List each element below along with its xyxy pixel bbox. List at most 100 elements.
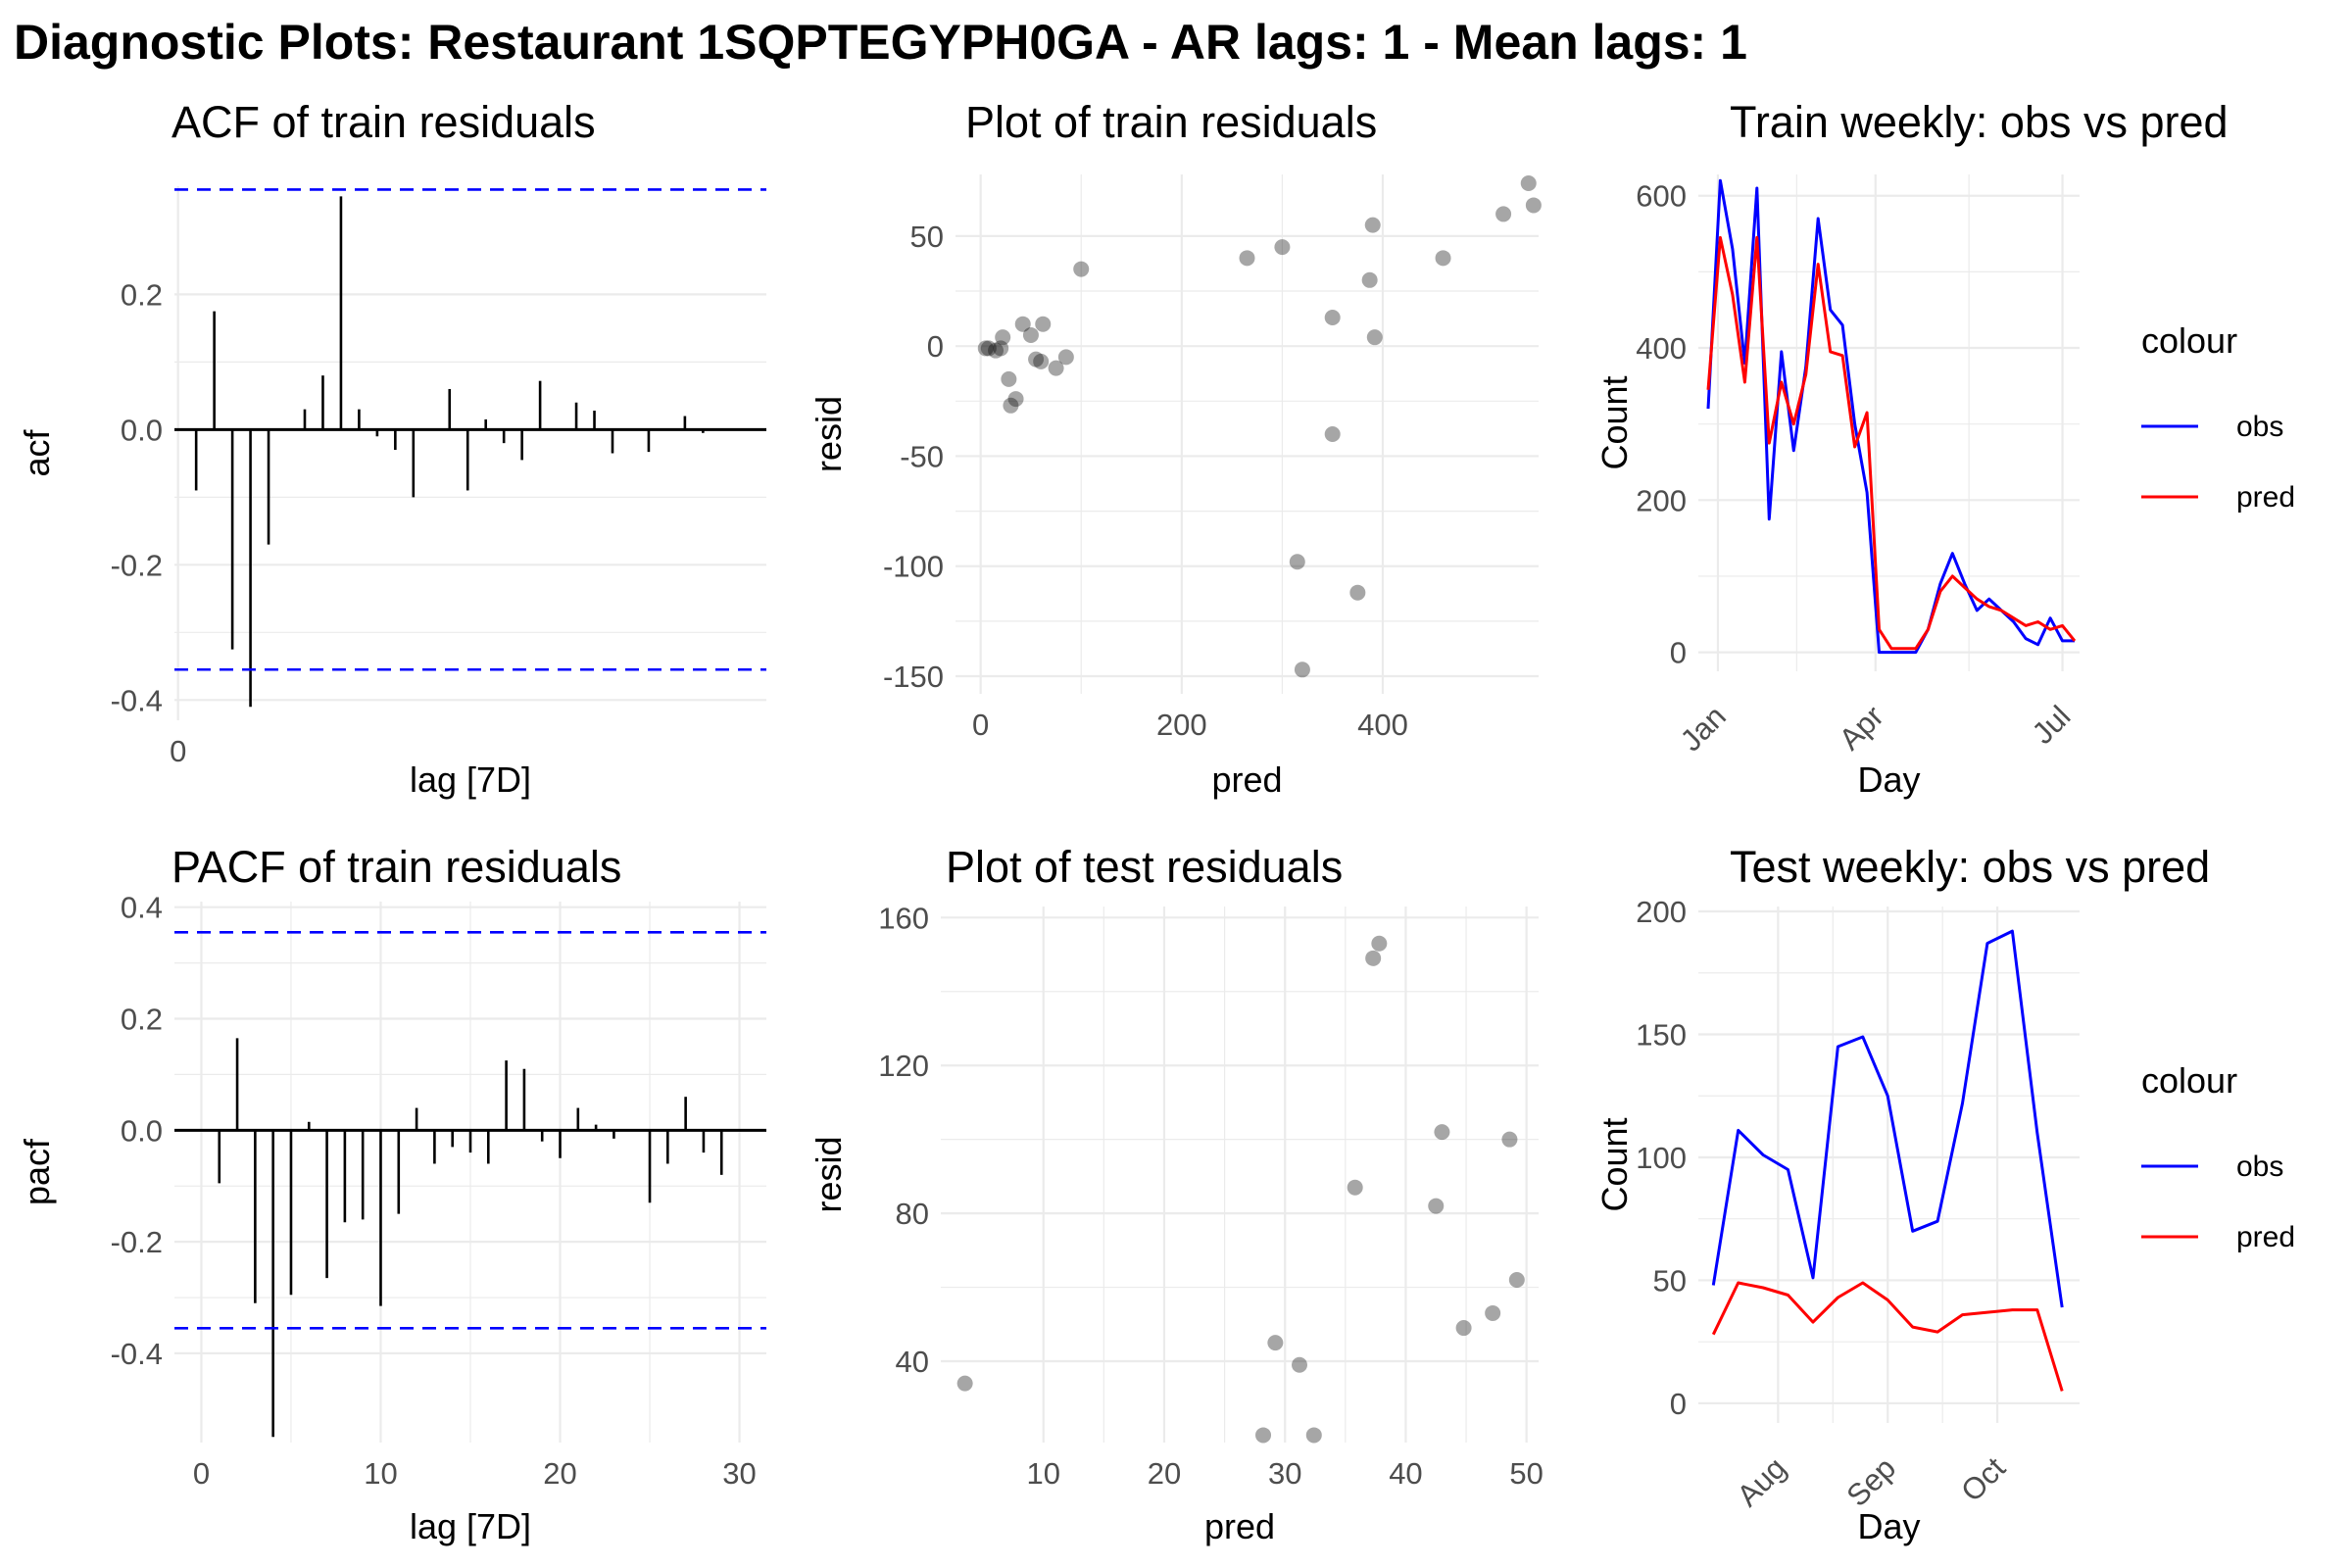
train-resid-ylabel: resid [808, 396, 849, 472]
train-resid-point [1239, 250, 1255, 267]
pacf-title: PACF of train residuals [172, 842, 621, 892]
test-resid-xtick-label: 30 [1268, 1456, 1301, 1491]
test-resid-point [1485, 1304, 1501, 1321]
pacf-ylabel: pacf [17, 1138, 57, 1205]
acf-xtick-label: 0 [170, 734, 186, 768]
test-resid-panel: Plot of test residuals pred resid 40 80 120 16… [808, 842, 1544, 1546]
train-resid-point [1033, 353, 1050, 369]
train-weekly-ytick-label: 200 [1636, 483, 1687, 517]
acf-ytick-label: 0.2 [121, 277, 163, 312]
train-resid-title: Plot of train residuals [965, 97, 1377, 147]
train-resid-point [1289, 554, 1305, 570]
train-resid-point [1057, 349, 1074, 366]
train-resid-point [1364, 217, 1381, 233]
acf-ytick-label: -0.4 [111, 683, 163, 717]
pacf-panel: PACF of train residuals lag [7D] pacf -0.4 -… [17, 842, 766, 1546]
test-resid-point [1501, 1131, 1518, 1148]
train-weekly-ytick-label: 600 [1636, 179, 1687, 214]
train-resid-ytick-label: 0 [927, 329, 944, 364]
test-resid-point [1371, 935, 1388, 952]
test-weekly-series-pred [1711, 1281, 2064, 1392]
pacf-ytick-label: 0.2 [121, 1003, 163, 1037]
train-resid-point [1073, 261, 1090, 277]
test-weekly-ytick-label: 50 [1653, 1263, 1687, 1298]
train-resid-xtick-label: 200 [1156, 708, 1207, 742]
train-resid-point [1324, 426, 1341, 442]
test-resid-point [1455, 1320, 1472, 1337]
pacf-xtick-label: 20 [543, 1456, 576, 1491]
test-resid-point [1434, 1124, 1450, 1141]
test-resid-ytick-label: 40 [896, 1345, 929, 1379]
acf-ytick-label: 0.0 [121, 413, 163, 447]
train-weekly-panel: Train weekly: obs vs pred Day Count 0 200 400… [1594, 97, 2295, 800]
train-weekly-series-pred [1706, 235, 2077, 651]
figure-title: Diagnostic Plots: Restaurant 1SQPTEGYPH0… [14, 15, 1747, 70]
test-weekly-legend: colour obs pred [2141, 1060, 2295, 1253]
train-weekly-ylabel: Count [1594, 375, 1635, 469]
test-resid-point [1365, 950, 1382, 966]
test-resid-point [1292, 1356, 1307, 1373]
test-weekly-xlabel: Day [1857, 1506, 1920, 1546]
train-resid-point [1048, 360, 1064, 376]
train-weekly-ytick-label: 0 [1670, 636, 1687, 670]
train-resid-xlabel: pred [1211, 760, 1282, 800]
train-resid-point [1525, 197, 1542, 214]
train-resid-point [1007, 391, 1024, 408]
train-resid-point [1014, 316, 1031, 332]
test-weekly-title: Test weekly: obs vs pred [1730, 842, 2210, 892]
pacf-xtick-label: 30 [722, 1456, 756, 1491]
test-weekly-ytick-label: 100 [1636, 1141, 1687, 1175]
test-resid-xtick-label: 50 [1509, 1456, 1543, 1491]
train-resid-point [1520, 174, 1537, 191]
test-resid-point [1255, 1427, 1272, 1444]
train-weekly-legend-label-obs: obs [2236, 411, 2283, 443]
train-resid-point [1349, 584, 1366, 601]
train-resid-point [1294, 662, 1310, 678]
train-resid-point [1274, 239, 1291, 256]
train-resid-point [988, 342, 1004, 359]
test-weekly-ytick-label: 200 [1636, 895, 1687, 929]
test-weekly-ylabel: Count [1594, 1117, 1635, 1211]
pacf-xlabel: lag [7D] [410, 1506, 531, 1546]
pacf-ytick-label: -0.4 [111, 1337, 163, 1371]
train-resid-point [980, 340, 997, 357]
train-weekly-series-obs [1706, 178, 2075, 655]
train-resid-ytick-label: 50 [910, 220, 944, 254]
test-resid-xlabel: pred [1204, 1506, 1275, 1546]
test-resid-ylabel: resid [808, 1136, 849, 1212]
train-resid-point [1435, 250, 1451, 267]
test-weekly-legend-label-pred: pred [2236, 1221, 2295, 1253]
train-resid-point [1003, 397, 1019, 414]
test-resid-point [956, 1375, 973, 1392]
pacf-xtick-label: 10 [364, 1456, 397, 1491]
pacf-ytick-label: 0.4 [121, 891, 163, 925]
train-resid-ytick-label: -50 [900, 439, 944, 473]
test-weekly-legend-label-obs: obs [2236, 1151, 2283, 1183]
test-resid-point [1508, 1272, 1525, 1289]
acf-xlabel: lag [7D] [410, 760, 531, 800]
test-resid-xtick-label: 20 [1148, 1456, 1181, 1491]
train-resid-point [1366, 329, 1383, 346]
train-resid-point [995, 329, 1011, 346]
train-resid-point [1495, 206, 1512, 222]
test-resid-grid [941, 906, 1539, 1443]
test-resid-point [1305, 1427, 1322, 1444]
test-weekly-legend-title: colour [2141, 1060, 2237, 1101]
train-resid-point [1035, 316, 1052, 332]
acf-ytick-label: -0.2 [111, 548, 163, 582]
test-weekly-ytick-label: 0 [1670, 1387, 1687, 1421]
test-resid-point [1428, 1198, 1445, 1214]
train-resid-point [1001, 370, 1017, 387]
train-resid-point [1361, 271, 1378, 288]
test-resid-ytick-label: 160 [878, 901, 929, 935]
test-resid-ytick-label: 80 [896, 1197, 929, 1231]
train-resid-panel: Plot of train residuals pred resid -150 -100… [808, 97, 1542, 800]
train-resid-xtick-label: 0 [972, 708, 989, 742]
test-resid-title: Plot of test residuals [946, 842, 1343, 892]
train-resid-point [993, 340, 1009, 357]
train-weekly-legend: colour obs pred [2141, 320, 2295, 514]
train-resid-grid [956, 174, 1539, 694]
test-resid-xtick-label: 40 [1389, 1456, 1422, 1491]
test-weekly-series-obs [1711, 929, 2064, 1308]
